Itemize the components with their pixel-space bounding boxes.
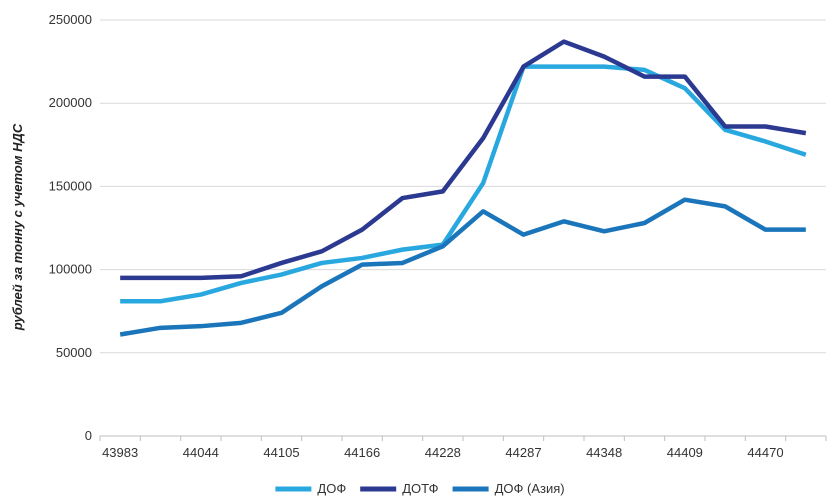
series-line-2	[120, 39, 807, 281]
y-axis-label: рублей за тонну с учетом НДС	[10, 123, 25, 331]
y-tick-label: 200000	[49, 95, 92, 110]
legend-label: ДОФ	[317, 481, 346, 496]
axes: 0 50000 100000 150000 200000 250000 43983 44044…	[49, 12, 827, 460]
legend-item: ДОФ	[275, 481, 346, 496]
legend-label: ДОТФ	[402, 481, 438, 496]
x-tick-label: 44348	[586, 445, 622, 460]
x-tick-label: 44105	[263, 445, 299, 460]
x-tick-label: 43983	[102, 445, 138, 460]
x-tick-label: 44044	[183, 445, 219, 460]
legend-item: ДОТФ	[360, 481, 439, 496]
y-tick-label: 0	[85, 428, 92, 443]
series-line-3	[119, 197, 806, 337]
x-tick-label: 44470	[747, 445, 783, 460]
legend-label: ДОФ (Азия)	[495, 481, 565, 496]
series-line-1	[120, 64, 807, 304]
legend: ДОФ ДОТФ ДОФ (Азия)	[275, 481, 565, 496]
x-tick-label: 44228	[425, 445, 461, 460]
y-tick-label: 50000	[56, 345, 92, 360]
series-lines	[119, 39, 807, 337]
x-tick-label: 44287	[505, 445, 541, 460]
y-tick-label: 150000	[49, 178, 92, 193]
x-tick-label: 44166	[344, 445, 380, 460]
legend-item: ДОФ (Азия)	[452, 481, 565, 496]
y-tick-label: 100000	[49, 262, 92, 277]
gridlines	[100, 19, 826, 354]
y-tick-label: 250000	[49, 12, 92, 27]
x-tick-label: 44409	[667, 445, 703, 460]
